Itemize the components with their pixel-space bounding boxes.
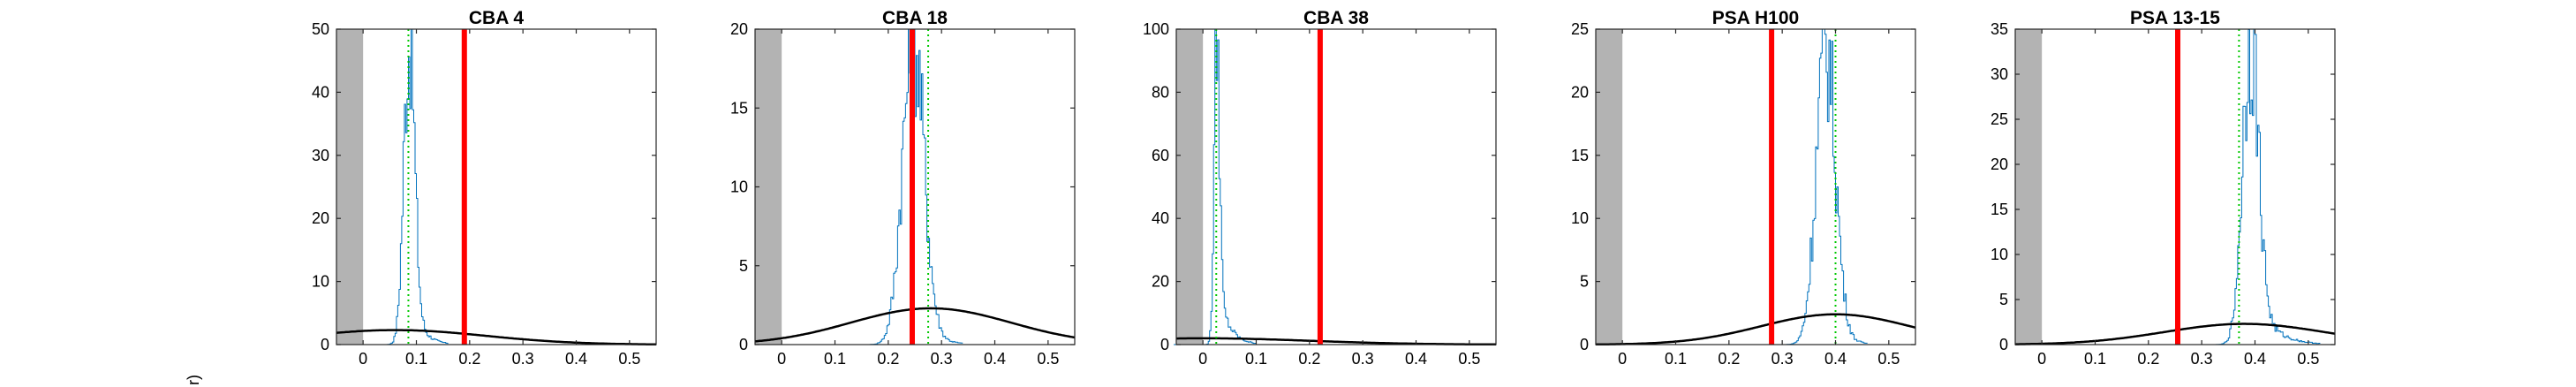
shaded-region: [2015, 29, 2043, 345]
y-tick-label: 50: [312, 20, 329, 38]
y-tick-label: 20: [1571, 83, 1589, 101]
y-tick-label: 25: [1571, 20, 1589, 38]
axes-box: [1175, 28, 1497, 345]
y-tick-label: 30: [1991, 65, 2008, 83]
histogram-series: [366, 28, 449, 345]
gaussian-curve: [1176, 337, 1496, 346]
x-tick-label: 0.5: [1037, 350, 1059, 368]
y-tick-label: 15: [1991, 201, 2008, 218]
x-tick-label: 0: [777, 350, 786, 368]
y-tick-label: 100: [1143, 20, 1169, 38]
x-tick-label: 0.4: [984, 350, 1006, 368]
panel-title: CBA 4: [469, 8, 525, 28]
y-tick-label: 15: [1571, 147, 1589, 164]
y-tick-label: 30: [312, 147, 329, 164]
x-tick-label: 0.5: [2297, 350, 2319, 368]
histogram-series: [869, 28, 963, 345]
y-tick-label: 10: [730, 178, 748, 196]
axes-box: [2014, 28, 2336, 345]
x-tick-label: 0.1: [824, 350, 846, 368]
y-tick-label: 5: [1580, 273, 1589, 291]
y-tick-label: 15: [730, 99, 748, 117]
chart-panel-3: 0 0.1 0.2 0.3 0.4 0.5 0 20 40 60 80 100 CBA 38: [1143, 8, 1497, 368]
y-tick-label: 10: [1991, 246, 2008, 263]
shaded-region: [755, 29, 782, 345]
x-tick-label: 0.4: [565, 350, 587, 368]
gaussian-curve: [1596, 313, 1916, 346]
y-tick-label: 20: [1152, 273, 1169, 291]
x-tick-label: 0.1: [2084, 350, 2106, 368]
x-tick-label: 0.4: [2244, 350, 2266, 368]
y-tick-label: 35: [1991, 20, 2008, 38]
x-tick-label: 0.3: [931, 350, 953, 368]
panel-title: PSA H100: [1712, 8, 1799, 28]
y-tick-label: 20: [312, 209, 329, 227]
x-tick-label: 0: [1618, 350, 1627, 368]
panel-title: CBA 38: [1303, 8, 1369, 28]
x-tick-label: 0.4: [1824, 350, 1847, 368]
x-tick-label: 0: [359, 350, 367, 368]
gaussian-curve: [754, 307, 1076, 343]
x-tick-label: 0.2: [1718, 350, 1740, 368]
y-tick-label: 25: [1991, 110, 2008, 128]
x-tick-label: 0.3: [2191, 350, 2213, 368]
partial-axis-label: r): [185, 375, 202, 385]
x-tick-label: 0.1: [405, 350, 427, 368]
y-tick-label: 0: [1580, 336, 1589, 353]
y-tick-label: 20: [730, 20, 748, 38]
x-tick-label: 0.5: [1458, 350, 1480, 368]
axes-box: [336, 28, 657, 345]
y-tick-label: 10: [1571, 209, 1589, 227]
axes-box: [1595, 28, 1916, 345]
y-tick-label: 60: [1152, 147, 1169, 164]
x-tick-label: 0: [1198, 350, 1207, 368]
y-tick-label: 5: [1999, 291, 2008, 308]
chart-panel-4: 0 0.1 0.2 0.3 0.4 0.5 0 5 10 15 20 25 PSA H100: [1571, 8, 1916, 368]
x-tick-label: 0.3: [1771, 350, 1794, 368]
y-tick-label: 10: [312, 273, 329, 291]
x-tick-label: 0.4: [1405, 350, 1427, 368]
x-tick-label: 0.1: [1245, 350, 1267, 368]
y-tick-label: 0: [739, 336, 748, 353]
histogram-series: [2207, 28, 2321, 345]
y-tick-label: 40: [312, 83, 329, 101]
gaussian-curve: [2015, 322, 2336, 345]
y-tick-label: 80: [1152, 83, 1169, 101]
panel-title: PSA 13-15: [2130, 8, 2220, 28]
x-tick-label: 0.2: [1298, 350, 1320, 368]
y-tick-label: 0: [1160, 336, 1169, 353]
shaded-region: [1596, 29, 1623, 345]
histogram-series: [1782, 28, 1868, 345]
chart-panel-1: 0 0.1 0.2 0.3 0.4 0.5 0 10 20 30 40 50 CBA 4: [312, 8, 657, 368]
y-tick-label: 5: [739, 257, 748, 275]
x-tick-label: 0.1: [1665, 350, 1687, 368]
x-tick-label: 0.2: [2137, 350, 2159, 368]
y-tick-label: 40: [1152, 209, 1169, 227]
y-tick-label: 0: [321, 336, 329, 353]
x-tick-label: 0.5: [1877, 350, 1900, 368]
shaded-region: [1176, 29, 1204, 345]
x-tick-label: 0.2: [877, 350, 899, 368]
panel-title: CBA 18: [882, 8, 948, 28]
chart-panel-5: 0 0.1 0.2 0.3 0.4 0.5 0 5 10 15 20 25 30 35 PSA 13-15: [1991, 8, 2336, 368]
y-tick-label: 0: [1999, 336, 2008, 353]
x-tick-label: 0.2: [458, 350, 480, 368]
x-tick-label: 0.3: [1352, 350, 1374, 368]
gaussian-curve: [336, 329, 656, 345]
x-tick-label: 0.5: [618, 350, 640, 368]
x-tick-label: 0: [2037, 350, 2046, 368]
x-tick-label: 0.3: [512, 350, 534, 368]
chart-panel-2: 0 0.1 0.2 0.3 0.4 0.5 0 5 10 15 20 CBA 18: [730, 8, 1076, 368]
y-tick-label: 20: [1991, 156, 2008, 173]
shaded-region: [336, 29, 364, 345]
